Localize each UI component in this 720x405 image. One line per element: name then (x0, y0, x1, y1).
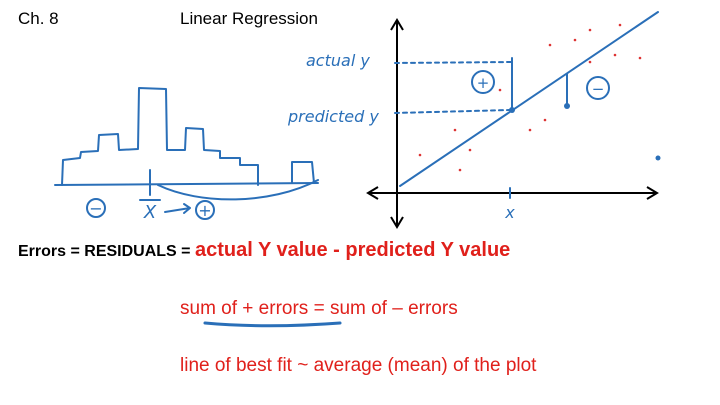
plus-error-sign: + (477, 74, 490, 92)
baseline (54, 182, 319, 186)
plus-error-circle (471, 70, 495, 94)
plus-circle (195, 200, 215, 220)
underline (203, 321, 342, 328)
histogram-sketch: − X + (54, 87, 319, 223)
sum-rule: sum of + errors = sum of – errors (180, 298, 458, 319)
minus-circle (86, 198, 106, 218)
best-fit-line (399, 11, 659, 187)
histogram-bars (61, 87, 259, 186)
regression-sketch: + − actual y predicted y x (287, 11, 661, 229)
pull-curve (157, 179, 319, 201)
guide-lines (394, 61, 513, 114)
errors-label: Errors = RESIDUALS = (18, 243, 195, 260)
chapter: Ch. 8 (18, 9, 59, 28)
predicted-point (509, 107, 515, 113)
x-bar-label: X (143, 202, 157, 223)
minus-sign: − (89, 199, 102, 218)
stray-point (655, 155, 661, 161)
arrow (164, 203, 191, 214)
errors-definition: actual Y value - predicted Y value (195, 239, 510, 261)
scatter-dots (418, 23, 642, 172)
actual-point (564, 103, 570, 109)
actual-y-label: actual y (306, 51, 370, 70)
x-axis-label: x (504, 203, 515, 222)
predicted-y-label: predicted y (287, 107, 379, 126)
y-axis (390, 18, 404, 229)
minus-error-sign: − (592, 80, 605, 98)
best-fit: line of best fit ~ average (mean) of the… (180, 355, 537, 376)
errors-line: Errors = RESIDUALS = actual Y value - pr… (18, 239, 510, 261)
minus-error-circle (586, 76, 610, 100)
x-axis (366, 186, 659, 200)
plus-sign: + (198, 201, 211, 220)
title: Linear Regression (180, 9, 318, 28)
outlier-bar (291, 161, 315, 184)
